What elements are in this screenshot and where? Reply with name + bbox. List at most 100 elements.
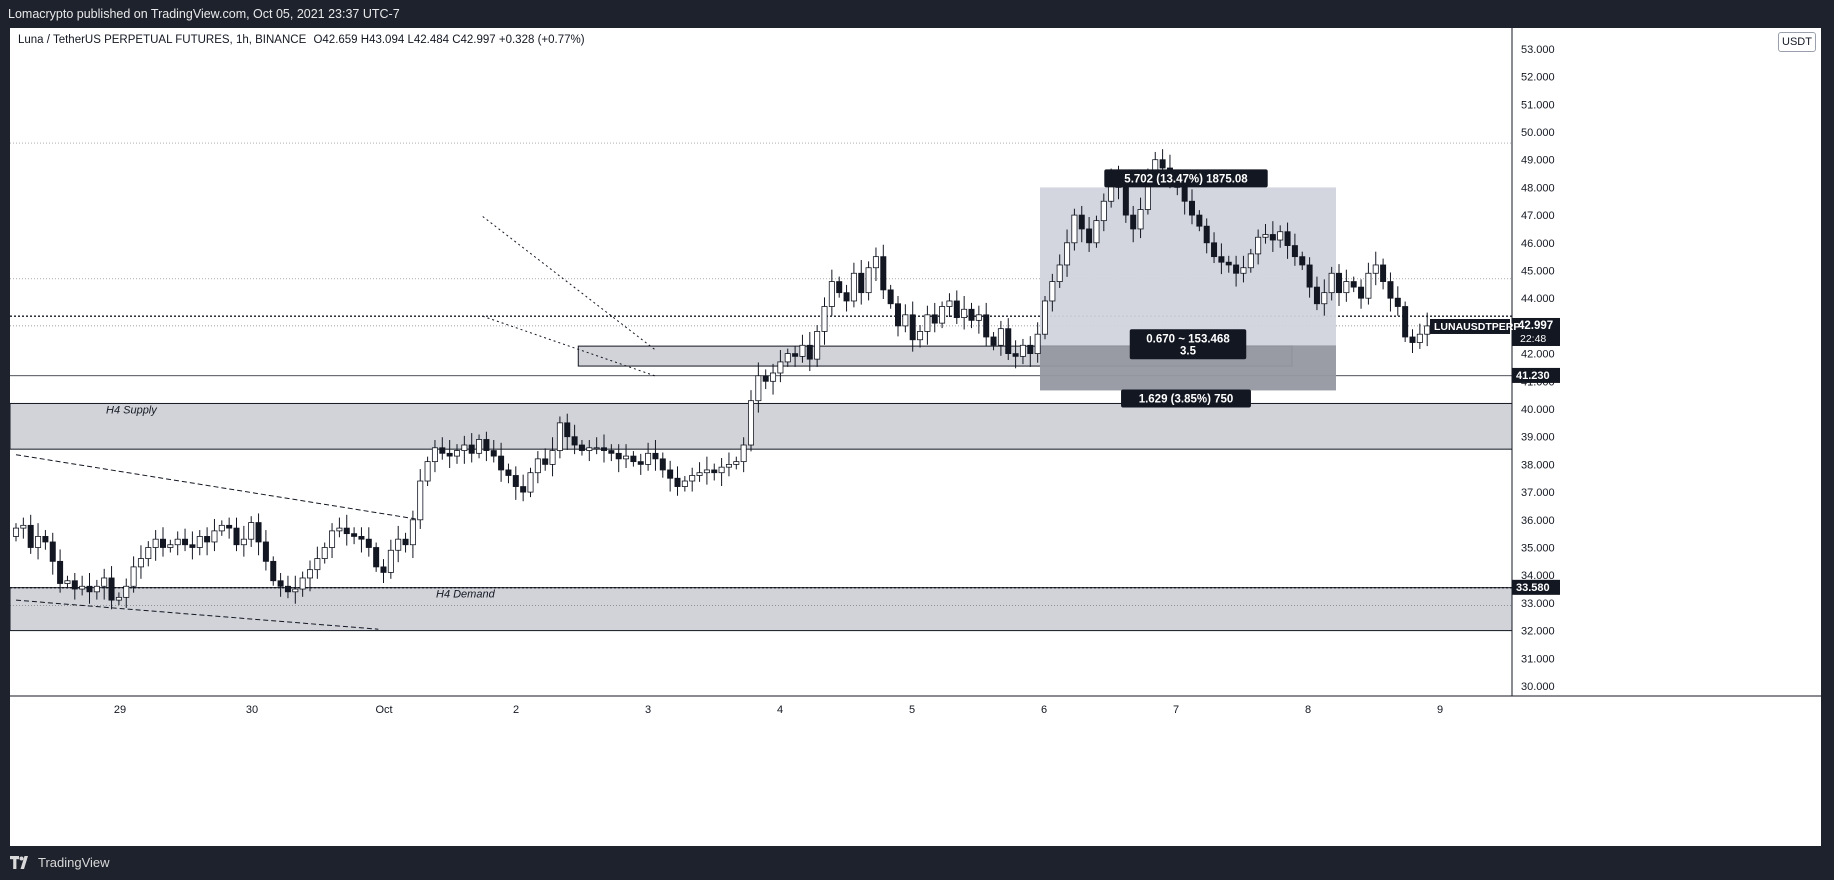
candlestick-chart[interactable]: 30.000 31.000 32.000 33.000 34.000 35.000 36.0… <box>10 28 1821 846</box>
footer-bar: TradingView <box>0 846 1834 880</box>
candle-body <box>1130 214 1137 230</box>
candle-body <box>814 331 821 360</box>
candle-body <box>343 527 350 535</box>
y-tick-label: 53.000 <box>1521 44 1555 56</box>
x-tick-label: 2 <box>513 704 519 716</box>
candle-body <box>1277 231 1284 241</box>
candle-body <box>615 452 622 460</box>
candle-body <box>329 530 336 548</box>
candle-body <box>101 577 108 587</box>
candle-body <box>645 452 652 465</box>
candle-body <box>277 580 284 587</box>
candle-body <box>571 436 578 446</box>
candle-body <box>858 272 865 294</box>
candle-body <box>850 272 857 302</box>
brand[interactable]: TradingView <box>10 855 110 870</box>
zone-label: H4 Supply <box>106 404 158 416</box>
x-tick-label: 3 <box>645 704 651 716</box>
candle-body <box>182 538 189 546</box>
candle-body <box>431 447 438 463</box>
candle-body <box>939 306 946 324</box>
candle-body <box>108 577 115 601</box>
y-tick-label: 34.000 <box>1521 570 1555 582</box>
candle-body <box>512 475 519 487</box>
candle-body <box>865 267 872 294</box>
candle-body <box>71 580 78 590</box>
trendline-0 <box>15 454 416 520</box>
candle-body <box>57 560 64 584</box>
candle-body <box>306 569 313 579</box>
x-tick-label: 6 <box>1041 704 1047 716</box>
candle-body <box>1078 214 1085 230</box>
candle-body <box>1291 245 1298 258</box>
stop-label-bg <box>1121 389 1251 408</box>
candle-body <box>983 314 990 338</box>
chart-frame[interactable]: 30.000 31.000 32.000 33.000 34.000 35.000 36.0… <box>10 28 1821 846</box>
candle-body <box>578 444 585 451</box>
candle-body <box>623 455 630 460</box>
candle-body <box>1137 209 1144 230</box>
x-tick-label: 4 <box>777 704 783 716</box>
candle-body <box>1247 253 1254 269</box>
candle-body <box>152 538 159 548</box>
candle-body <box>1424 325 1431 335</box>
candle-body <box>27 524 34 548</box>
published-text: Lomacrypto published on TradingView.com,… <box>8 7 400 21</box>
candle-body <box>872 256 879 269</box>
candle-body <box>1416 333 1423 343</box>
y-tick-label: 35.000 <box>1521 543 1555 555</box>
candle-body <box>79 585 86 590</box>
candle-body <box>196 536 203 548</box>
candle-body <box>226 524 233 529</box>
x-tick-label: 30 <box>246 704 258 716</box>
trendline-1 <box>15 599 379 630</box>
x-tick-label: 29 <box>114 704 126 716</box>
candle-body <box>409 519 416 546</box>
candle-body <box>395 538 402 551</box>
candle-body <box>1284 231 1291 246</box>
candle-body <box>167 544 174 548</box>
target-zone <box>1040 187 1336 346</box>
candle-body <box>836 281 843 294</box>
candle-body <box>997 328 1004 346</box>
symbol-tag: LUNAUSDTPERP <box>1434 321 1520 333</box>
candle-body <box>659 458 666 471</box>
candle-body <box>696 472 703 476</box>
y-tick-label: 42.000 <box>1521 349 1555 361</box>
candle-body <box>1159 159 1166 169</box>
candle-body <box>189 544 196 548</box>
y-tick-label: 52.000 <box>1521 72 1555 84</box>
candle-body <box>556 422 563 451</box>
candle-body <box>1350 281 1357 288</box>
candle-body <box>490 450 497 457</box>
candle-body <box>1034 333 1041 354</box>
candle-body <box>1093 220 1100 244</box>
brand-name: TradingView <box>38 855 110 870</box>
y-tick-label: 48.000 <box>1521 182 1555 194</box>
candle-body <box>123 585 130 598</box>
zones-layer <box>10 345 1513 632</box>
candle-body <box>953 300 960 318</box>
candle-body <box>1409 336 1416 343</box>
trendline-2 <box>482 216 656 350</box>
candle-body <box>86 585 93 593</box>
candle-body <box>534 458 541 474</box>
candle-body <box>549 450 556 465</box>
candle-body <box>453 450 460 457</box>
symbol-tag-bg <box>1430 318 1510 334</box>
candle-body <box>593 447 600 450</box>
candle-body <box>461 444 468 451</box>
currency-button[interactable]: USDT <box>1778 32 1816 52</box>
level-badge-1: 41.230 <box>1516 370 1550 382</box>
candle-body <box>740 444 747 463</box>
candle-body <box>1365 272 1372 299</box>
candle-body <box>520 486 527 493</box>
candle-body <box>1027 344 1034 355</box>
position-center-label: 0.670 ~ 153.468 <box>1146 333 1230 345</box>
trendline-3 <box>482 315 655 377</box>
x-tick-label: 5 <box>909 704 915 716</box>
candle-body <box>1240 267 1247 274</box>
candle-body <box>784 353 791 363</box>
candle-body <box>1394 297 1401 307</box>
legend-symbol[interactable]: Luna / TetherUS PERPETUAL FUTURES, 1h, B… <box>18 34 307 46</box>
